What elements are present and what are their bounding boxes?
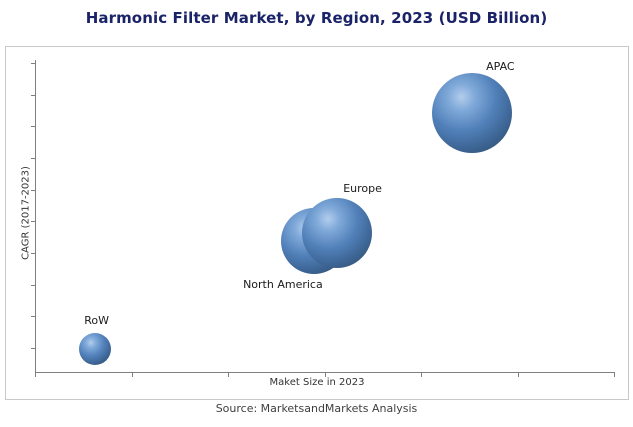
x-axis bbox=[35, 372, 615, 373]
bubble-europe bbox=[302, 197, 373, 268]
y-axis-tick bbox=[31, 94, 35, 96]
x-axis-tick bbox=[35, 373, 36, 377]
y-axis bbox=[35, 60, 36, 373]
y-axis-tick bbox=[31, 63, 35, 64]
x-axis-tick bbox=[421, 373, 422, 377]
x-axis-tick bbox=[228, 373, 229, 377]
y-axis-tick bbox=[31, 221, 35, 223]
bubble-row bbox=[79, 332, 112, 365]
bubble-label-north-america: North America bbox=[243, 277, 323, 291]
chart-title: Harmonic Filter Market, by Region, 2023 … bbox=[85, 9, 548, 27]
y-axis-tick bbox=[31, 158, 35, 159]
bubble-label-europe: Europe bbox=[343, 181, 382, 195]
x-axis-label: Maket Size in 2023 bbox=[269, 377, 365, 388]
bubble-apac bbox=[432, 73, 513, 154]
y-axis-tick bbox=[31, 348, 35, 349]
bubble-label-row: RoW bbox=[84, 313, 109, 327]
y-axis-tick bbox=[31, 284, 35, 286]
plot-area: RoW North America Europe APAC CAGR (2017-20… bbox=[5, 46, 629, 400]
source-note: Source: MarketsandMarkets Analysis bbox=[215, 402, 418, 415]
y-axis-tick bbox=[31, 316, 35, 318]
y-axis-tick bbox=[31, 126, 35, 128]
x-axis-tick bbox=[324, 373, 326, 377]
x-axis-tick bbox=[517, 373, 519, 377]
x-axis-tick bbox=[614, 373, 615, 377]
y-axis-label: CAGR (2017-2023) bbox=[20, 166, 32, 260]
x-axis-tick bbox=[131, 373, 133, 377]
y-axis-tick bbox=[31, 189, 35, 191]
bubble-label-apac: APAC bbox=[486, 60, 515, 74]
y-axis-tick bbox=[31, 253, 35, 254]
